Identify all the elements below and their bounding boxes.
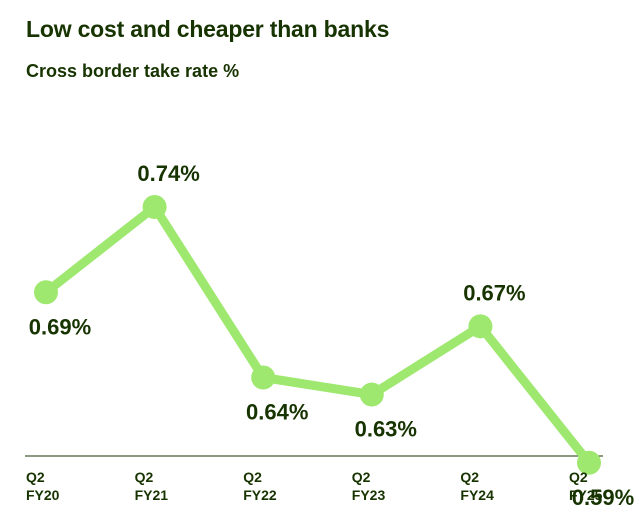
data-label: 0.64% xyxy=(246,400,308,425)
data-label: 0.67% xyxy=(463,280,525,305)
data-label: 0.69% xyxy=(29,314,91,339)
x-tick-label: Q2 FY21 xyxy=(135,469,169,503)
chart-subtitle: Cross border take rate % xyxy=(26,61,240,81)
x-tick-label: Q2 FY24 xyxy=(460,469,494,503)
data-point xyxy=(468,314,493,339)
data-label: 0.63% xyxy=(355,417,417,442)
data-point xyxy=(34,280,58,305)
data-point xyxy=(251,365,276,390)
chart-title: Low cost and cheaper than banks xyxy=(26,16,390,42)
x-tick-label: Q2 FY25 xyxy=(569,469,603,503)
x-tick-label: Q2 FY23 xyxy=(352,469,386,503)
x-tick-label: Q2 FY20 xyxy=(26,469,60,503)
data-point xyxy=(359,382,384,407)
data-label: 0.74% xyxy=(137,161,199,186)
data-point xyxy=(577,450,601,475)
x-tick-label: Q2 FY22 xyxy=(243,469,277,503)
data-label: 0.59% xyxy=(572,485,634,510)
data-point xyxy=(142,195,167,219)
series-line xyxy=(41,202,594,468)
